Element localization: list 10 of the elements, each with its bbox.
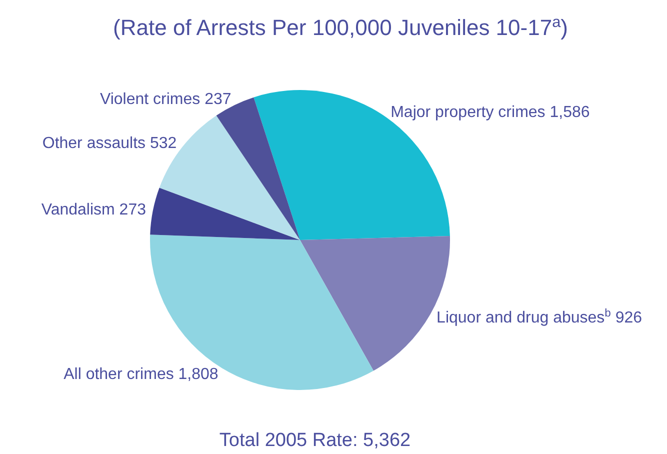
pie-slice (150, 188, 300, 240)
text: Total 2005 Rate: 5,362 (219, 430, 411, 451)
slice-label: Liquor and drug abuses$^{b}$ (436, 307, 611, 326)
slice-label: Major property crimes 1,586 (390, 104, 590, 121)
data-label: 926 (610, 309, 642, 326)
chart-title: (Rate of Arrests Per 100,000 Juveniles 10-17$^{a}$) (113, 14, 568, 40)
slice-label: Violent crimes 237 (100, 90, 232, 108)
slice-label: Other assaults 532 (42, 134, 177, 152)
slice-label: Vandalism 273 (41, 201, 146, 218)
slice-label: All other crimes 1,808 (64, 366, 218, 384)
